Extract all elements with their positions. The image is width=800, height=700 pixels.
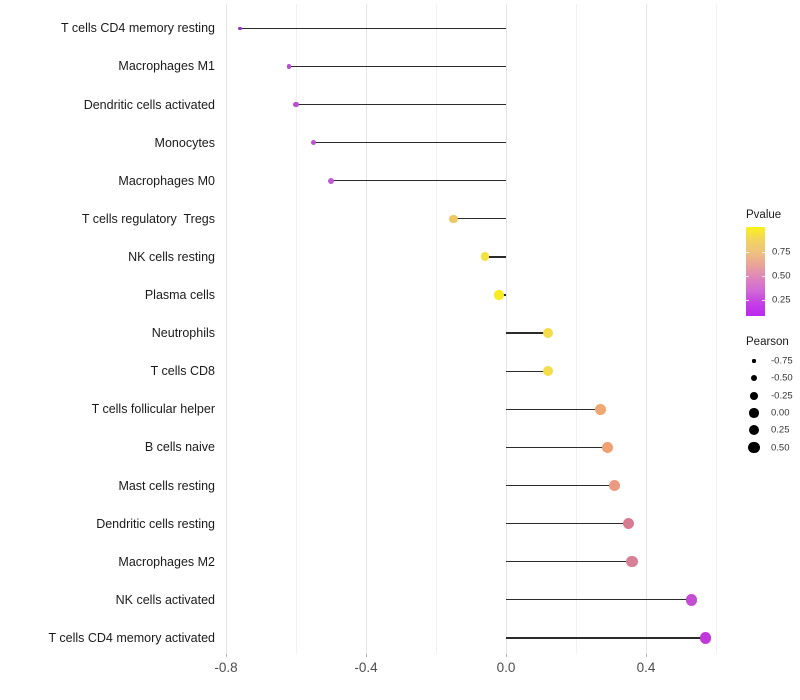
x-axis-tick (646, 654, 647, 657)
y-axis-label: Plasma cells (144, 288, 215, 302)
pvalue-legend-label: 0.50 (772, 270, 791, 281)
y-axis-label: Dendritic cells activated (83, 97, 215, 112)
gridline (576, 4, 577, 654)
lollipop-stem (313, 141, 506, 144)
lollipop-dot (609, 480, 620, 491)
x-axis-tick (506, 654, 507, 657)
pvalue-legend-label: 0.75 (772, 246, 791, 257)
pearson-legend-label: -0.75 (771, 355, 793, 367)
lollipop-stem (506, 408, 601, 410)
gridline (366, 4, 367, 654)
pearson-legend-dot (748, 441, 760, 454)
lollipop-stem (289, 65, 506, 68)
y-axis-label: T cells regulatory Tregs (81, 211, 215, 226)
x-axis-tick (226, 654, 227, 657)
lollipop-stem (453, 218, 506, 220)
pearson-legend-dot (748, 424, 760, 436)
lollipop-stem (506, 332, 548, 334)
lollipop-dot (494, 290, 504, 300)
pvalue-colorbar (746, 227, 765, 316)
y-axis-label: Macrophages M0 (118, 173, 215, 188)
pearson-legend-label: -0.25 (771, 390, 793, 402)
lollipop-dot (286, 63, 292, 69)
lollipop-stem (506, 599, 692, 601)
lollipop-dot (543, 366, 553, 377)
y-axis-label: NK cells activated (115, 592, 215, 607)
lollipop-stem (240, 27, 506, 29)
lollipop-stem (506, 561, 632, 563)
y-axis-label: T cells CD4 memory activated (48, 630, 216, 645)
pvalue-legend-label: 0.25 (772, 294, 791, 306)
lollipop-stem (506, 370, 548, 372)
pearson-legend-label: -0.50 (771, 372, 793, 384)
lollipop-stem (506, 522, 629, 525)
lollipop-dot (238, 26, 242, 30)
lollipop-dot (699, 631, 712, 644)
lollipop-dot (595, 403, 606, 415)
x-axis-tick (366, 654, 367, 657)
gridline (226, 4, 227, 654)
y-axis-label: Monocytes (154, 135, 215, 150)
pearson-legend-dot (750, 391, 758, 400)
y-axis-label: Dendritic cells resting (96, 516, 215, 531)
lollipop-stem (506, 637, 706, 639)
colorbar-notch (762, 300, 765, 301)
lollipop-dot (602, 442, 613, 453)
colorbar-notch (746, 251, 749, 253)
lollipop-dot (293, 101, 299, 108)
y-axis-label: T cells CD8 (150, 364, 215, 379)
y-axis-label: Macrophages M2 (118, 554, 215, 569)
gridline (646, 4, 647, 654)
colorbar-notch (762, 251, 765, 253)
lollipop-stem (296, 103, 506, 106)
pearson-legend-label: 0.50 (771, 442, 790, 453)
pearson-legend-dot (749, 408, 759, 418)
pearson-legend-label: 0.25 (771, 424, 790, 436)
colorbar-notch (746, 275, 749, 277)
lollipop-dot (685, 593, 698, 606)
y-axis-label: Neutrophils (151, 326, 215, 341)
y-axis-label: NK cells resting (128, 249, 215, 264)
lollipop-stem (331, 180, 506, 182)
x-tick-label: 0.0 (496, 660, 516, 675)
lollipop-dot (622, 518, 634, 530)
gridline (506, 4, 507, 654)
pvalue-legend-title: Pvalue (746, 209, 782, 221)
y-axis-label: Mast cells resting (118, 478, 215, 493)
pearson-legend-dot (750, 375, 757, 382)
colorbar-notch (746, 300, 749, 301)
pearson-legend-dot (752, 359, 756, 363)
gridline (436, 4, 437, 654)
lollipop-dot (327, 177, 334, 184)
lollipop-stem (506, 484, 615, 487)
x-tick-label: -0.8 (214, 660, 238, 675)
colorbar-notch (762, 275, 765, 277)
x-tick-label: 0.4 (636, 660, 656, 675)
gridline (296, 4, 297, 654)
pearson-legend-title: Pearson (746, 336, 789, 348)
y-axis-label: T cells follicular helper (91, 402, 215, 417)
gridline (716, 4, 717, 654)
lollipop-dot (543, 328, 553, 339)
lollipop-dot (310, 139, 317, 146)
lollipop-dot (626, 556, 638, 568)
lollipop-stem (485, 256, 506, 258)
y-axis-label: Macrophages M1 (118, 59, 215, 74)
x-tick-label: -0.4 (354, 660, 378, 675)
y-axis-label: B cells naive (144, 440, 215, 455)
lollipop-dot (480, 252, 490, 262)
lollipop-dot (449, 214, 458, 223)
lollipop-stem (506, 446, 608, 449)
y-axis-label: T cells CD4 memory resting (61, 21, 215, 36)
pearson-legend-label: 0.00 (771, 407, 790, 419)
